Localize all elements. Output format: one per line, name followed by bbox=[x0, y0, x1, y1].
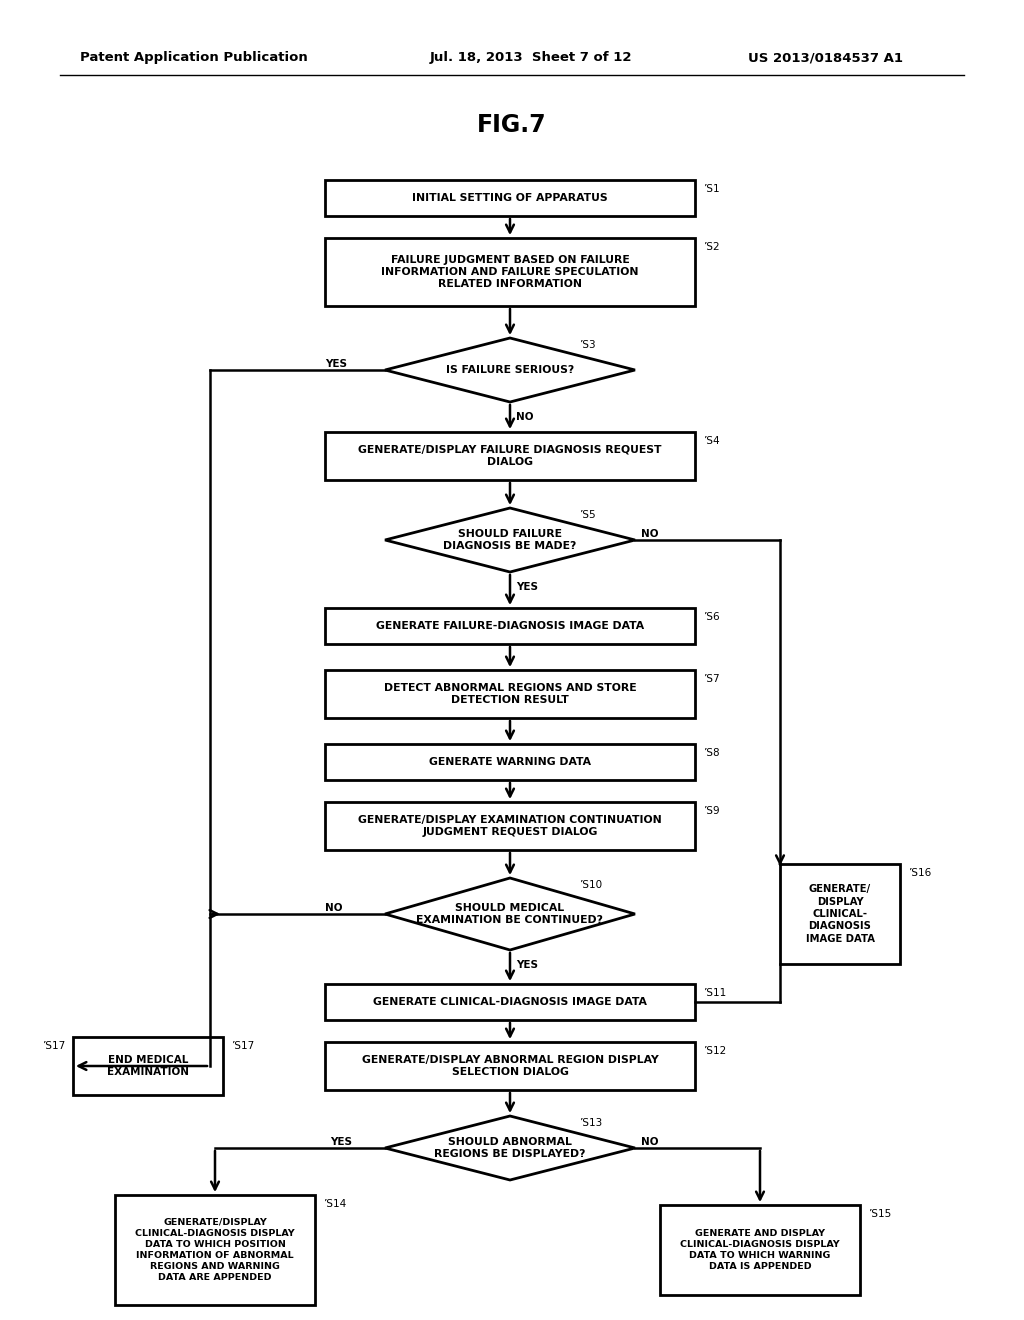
Bar bbox=[325, 609, 695, 644]
Text: Patent Application Publication: Patent Application Publication bbox=[80, 51, 308, 65]
Bar bbox=[325, 803, 695, 850]
Text: ’S14: ’S14 bbox=[323, 1199, 346, 1209]
Text: GENERATE/DISPLAY FAILURE DIAGNOSIS REQUEST
DIALOG: GENERATE/DISPLAY FAILURE DIAGNOSIS REQUE… bbox=[358, 445, 662, 467]
Text: Jul. 18, 2013  Sheet 7 of 12: Jul. 18, 2013 Sheet 7 of 12 bbox=[430, 51, 633, 65]
Text: ’S4: ’S4 bbox=[703, 436, 720, 446]
Polygon shape bbox=[385, 338, 635, 403]
Text: ’S12: ’S12 bbox=[703, 1045, 726, 1056]
Text: ’S11: ’S11 bbox=[703, 987, 726, 998]
Bar bbox=[325, 983, 695, 1020]
Text: NO: NO bbox=[641, 1137, 658, 1147]
Text: YES: YES bbox=[325, 359, 347, 370]
Bar bbox=[325, 238, 695, 306]
Text: US 2013/0184537 A1: US 2013/0184537 A1 bbox=[748, 51, 902, 65]
Text: ’S17: ’S17 bbox=[42, 1041, 65, 1051]
Text: ’S2: ’S2 bbox=[703, 242, 720, 252]
Text: NO: NO bbox=[516, 412, 534, 422]
Bar bbox=[325, 432, 695, 480]
Text: ’S3: ’S3 bbox=[579, 341, 595, 350]
Text: GENERATE FAILURE-DIAGNOSIS IMAGE DATA: GENERATE FAILURE-DIAGNOSIS IMAGE DATA bbox=[376, 620, 644, 631]
Text: FIG.7: FIG.7 bbox=[477, 114, 547, 137]
Text: END MEDICAL
EXAMINATION: END MEDICAL EXAMINATION bbox=[106, 1055, 189, 1077]
Text: INITIAL SETTING OF APPARATUS: INITIAL SETTING OF APPARATUS bbox=[413, 193, 608, 203]
Text: GENERATE/DISPLAY EXAMINATION CONTINUATION
JUDGMENT REQUEST DIALOG: GENERATE/DISPLAY EXAMINATION CONTINUATIO… bbox=[358, 814, 662, 837]
Text: SHOULD FAILURE
DIAGNOSIS BE MADE?: SHOULD FAILURE DIAGNOSIS BE MADE? bbox=[443, 529, 577, 552]
Text: ’S10: ’S10 bbox=[579, 880, 602, 890]
Text: GENERATE/DISPLAY
CLINICAL-DIAGNOSIS DISPLAY
DATA TO WHICH POSITION
INFORMATION O: GENERATE/DISPLAY CLINICAL-DIAGNOSIS DISP… bbox=[135, 1218, 295, 1282]
Polygon shape bbox=[385, 508, 635, 572]
Text: SHOULD MEDICAL
EXAMINATION BE CONTINUED?: SHOULD MEDICAL EXAMINATION BE CONTINUED? bbox=[417, 903, 603, 925]
Text: GENERATE AND DISPLAY
CLINICAL-DIAGNOSIS DISPLAY
DATA TO WHICH WARNING
DATA IS AP: GENERATE AND DISPLAY CLINICAL-DIAGNOSIS … bbox=[680, 1229, 840, 1271]
Text: ’S13: ’S13 bbox=[579, 1118, 602, 1129]
Text: FAILURE JUDGMENT BASED ON FAILURE
INFORMATION AND FAILURE SPECULATION
RELATED IN: FAILURE JUDGMENT BASED ON FAILURE INFORM… bbox=[381, 255, 639, 289]
Bar bbox=[325, 744, 695, 780]
Text: NO: NO bbox=[325, 903, 342, 913]
Text: IS FAILURE SERIOUS?: IS FAILURE SERIOUS? bbox=[445, 366, 574, 375]
Bar bbox=[660, 1205, 860, 1295]
Text: ’S5: ’S5 bbox=[579, 510, 595, 520]
Bar bbox=[325, 671, 695, 718]
Bar bbox=[780, 865, 900, 964]
Text: YES: YES bbox=[516, 960, 538, 970]
Polygon shape bbox=[385, 878, 635, 950]
Text: ’S16: ’S16 bbox=[908, 869, 931, 878]
Text: ’S7: ’S7 bbox=[703, 675, 720, 684]
Text: YES: YES bbox=[330, 1137, 352, 1147]
Text: SHOULD ABNORMAL
REGIONS BE DISPLAYED?: SHOULD ABNORMAL REGIONS BE DISPLAYED? bbox=[434, 1137, 586, 1159]
Text: GENERATE WARNING DATA: GENERATE WARNING DATA bbox=[429, 756, 591, 767]
Text: GENERATE CLINICAL-DIAGNOSIS IMAGE DATA: GENERATE CLINICAL-DIAGNOSIS IMAGE DATA bbox=[373, 997, 647, 1007]
Text: ’S15: ’S15 bbox=[868, 1209, 891, 1218]
Text: YES: YES bbox=[516, 582, 538, 591]
Bar bbox=[73, 1038, 223, 1096]
Text: ’S9: ’S9 bbox=[703, 807, 720, 816]
Text: GENERATE/
DISPLAY
CLINICAL-
DIAGNOSIS
IMAGE DATA: GENERATE/ DISPLAY CLINICAL- DIAGNOSIS IM… bbox=[806, 884, 874, 944]
Text: ’S6: ’S6 bbox=[703, 612, 720, 622]
Text: ’S8: ’S8 bbox=[703, 748, 720, 758]
Text: DETECT ABNORMAL REGIONS AND STORE
DETECTION RESULT: DETECT ABNORMAL REGIONS AND STORE DETECT… bbox=[384, 682, 636, 705]
Text: GENERATE/DISPLAY ABNORMAL REGION DISPLAY
SELECTION DIALOG: GENERATE/DISPLAY ABNORMAL REGION DISPLAY… bbox=[361, 1055, 658, 1077]
Bar bbox=[115, 1195, 315, 1305]
Polygon shape bbox=[385, 1115, 635, 1180]
Bar bbox=[325, 180, 695, 216]
Text: ’S17: ’S17 bbox=[231, 1041, 254, 1051]
Text: ’S1: ’S1 bbox=[703, 183, 720, 194]
Text: NO: NO bbox=[641, 529, 658, 539]
Bar bbox=[325, 1041, 695, 1090]
